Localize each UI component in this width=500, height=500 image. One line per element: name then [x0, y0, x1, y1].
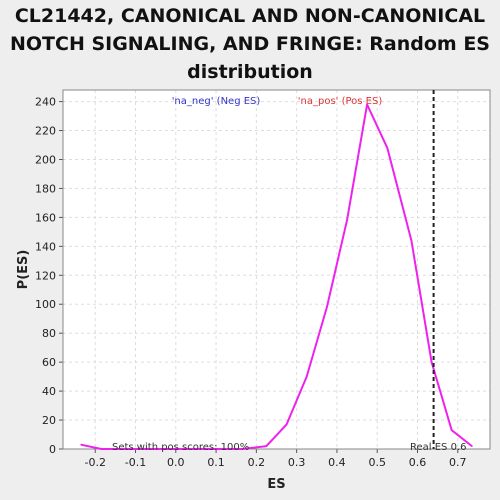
x-tick-label: -0.1 — [125, 456, 146, 469]
data-point — [120, 448, 123, 450]
y-tick-label: 80 — [42, 327, 56, 340]
y-tick-label: 180 — [35, 182, 56, 195]
data-point — [386, 147, 389, 149]
data-point — [241, 448, 244, 450]
x-tick-label: -0.2 — [84, 456, 105, 469]
x-tick-label: 0.5 — [368, 456, 386, 469]
x-axis-label: ES — [267, 477, 285, 492]
real-es-text: Real ES 0.6 — [410, 442, 466, 453]
data-point — [160, 448, 163, 450]
neg-es-label: 'na_neg' (Neg ES) — [172, 96, 261, 107]
x-tick-label: 0.7 — [449, 456, 467, 469]
plot-frame — [62, 89, 491, 450]
x-tick-label: 0.0 — [167, 456, 185, 469]
plot-area — [63, 90, 490, 449]
y-tick-label: 0 — [49, 443, 56, 456]
y-tick-label: 220 — [35, 125, 56, 138]
data-point — [450, 429, 453, 431]
y-tick-label: 140 — [35, 240, 56, 253]
data-point — [366, 103, 368, 106]
x-tick-label: 0.4 — [328, 456, 346, 469]
data-point — [80, 443, 82, 446]
data-point — [201, 448, 203, 450]
sets-pos-score-text: Sets with pos scores: 100% — [112, 442, 249, 453]
data-point — [305, 375, 308, 378]
chart-title: CL21442, CANONICAL AND NON-CANONICAL NOT… — [0, 2, 500, 86]
annotations: 'na_neg' (Neg ES) 'na_pos' (Pos ES) Sets w… — [112, 90, 466, 453]
y-tick-label: 40 — [42, 385, 56, 398]
data-point — [471, 445, 473, 447]
y-tick-label: 120 — [35, 269, 56, 282]
series-line — [80, 103, 473, 450]
data-point — [430, 361, 433, 363]
data-point — [326, 306, 328, 308]
data-point — [100, 448, 103, 450]
y-axis-label: P(ES) — [16, 250, 31, 290]
chart-title-line-1: CL21442, CANONICAL AND NON-CANONICAL — [14, 5, 486, 27]
y-tick-label: 60 — [42, 356, 56, 369]
x-tick-label: 0.6 — [409, 456, 427, 469]
data-point — [181, 448, 183, 450]
data-point — [410, 239, 413, 242]
chart-title-line-3: distribution — [187, 61, 313, 83]
x-tick-label: 0.2 — [248, 456, 266, 469]
y-tick-label: 160 — [35, 211, 56, 224]
data-point — [265, 445, 268, 447]
axes: -0.2 -0.1 0.0 0.1 0.2 0.3 0.4 0.5 0.6 0.7 0 20 40 60 8… — [16, 89, 491, 492]
x-tick-label: 0.3 — [288, 456, 306, 469]
data-point — [140, 448, 143, 450]
y-tick-label: 100 — [35, 298, 56, 311]
y-tick-label: 20 — [42, 414, 56, 427]
data-point — [346, 219, 348, 222]
pos-es-label: 'na_pos' (Pos ES) — [298, 96, 383, 107]
data-point — [285, 423, 288, 426]
x-tick-label: 0.1 — [207, 456, 225, 469]
y-tick-label: 200 — [35, 153, 56, 166]
data-point — [221, 448, 223, 450]
chart-title-line-2: NOTCH SIGNALING, AND FRINGE: Random ES — [9, 33, 490, 55]
series-layer — [80, 103, 473, 450]
y-tick-label: 240 — [35, 96, 56, 109]
